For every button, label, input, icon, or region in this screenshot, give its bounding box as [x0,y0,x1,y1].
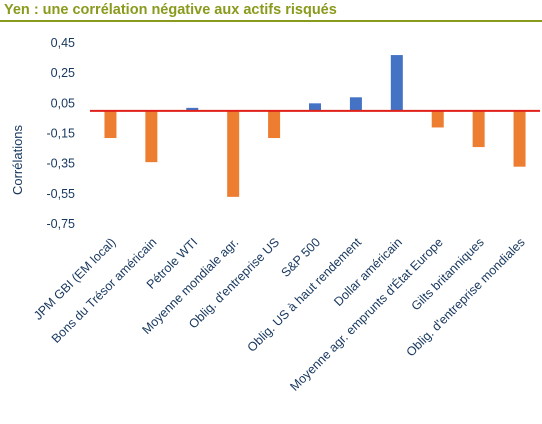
chart-title: Yen : une corrélation négative aux actif… [4,2,337,18]
bar [513,110,526,167]
bar [472,110,485,148]
y-tick-label: -0,75 [47,217,76,231]
bars [104,55,526,197]
category-label: Moyenne agr. emprunts d'État Europe [287,234,446,393]
bar [268,110,281,139]
y-tick-label: 0,05 [51,96,75,110]
bar [349,97,362,111]
bar [309,103,321,111]
bar [390,55,403,111]
y-tick-label: -0,15 [47,127,76,141]
y-axis-ticks: 0,45 0,25 0,05 -0,15 -0,35 -0,55 -0,75 [47,36,76,231]
x-axis-labels: JPM GBI (EM local)Bons du Trésor américa… [31,234,528,393]
y-tick-label: 0,45 [51,36,75,50]
title-underline [0,20,542,22]
bar [104,110,117,139]
bar [186,107,199,111]
bar [145,110,158,163]
y-axis-label: Corrélations [10,124,25,195]
category-label: Gilts britanniques [409,235,487,313]
bar [227,110,240,197]
y-tick-label: 0,25 [51,66,75,80]
y-tick-label: -0,35 [47,157,76,171]
y-tick-label: -0,55 [47,187,76,201]
bar [431,110,444,128]
